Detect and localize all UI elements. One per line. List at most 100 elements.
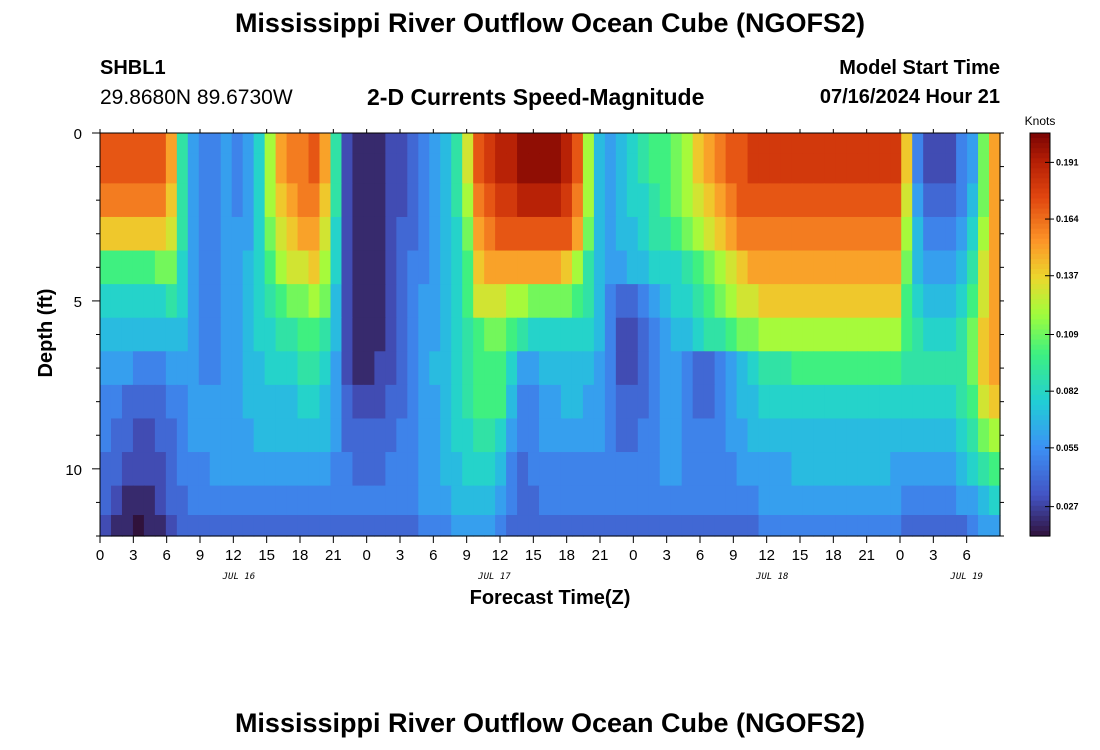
heatmap-cell: [319, 183, 332, 218]
heatmap-cell: [198, 317, 211, 352]
heatmap-cell: [912, 351, 924, 386]
heatmap-cell: [165, 351, 178, 386]
heatmap-cell: [769, 153, 782, 184]
heatmap-cell: [209, 384, 222, 420]
heatmap-cell: [747, 485, 760, 516]
heatmap-cell: [604, 384, 617, 420]
heatmap-cell: [539, 317, 551, 352]
heatmap-cell: [176, 284, 189, 319]
x-tick-label: 15: [792, 547, 809, 564]
heatmap-cell: [176, 183, 189, 218]
heatmap-cell: [451, 133, 463, 155]
heatmap-cell: [813, 515, 825, 537]
heatmap-cell: [637, 351, 650, 386]
heatmap-cell: [890, 317, 902, 352]
heatmap-cell: [923, 284, 935, 319]
heatmap-cell: [242, 284, 255, 319]
heatmap-cell: [275, 485, 288, 516]
heatmap-cell: [835, 153, 847, 184]
heatmap-cell: [857, 384, 869, 420]
heatmap-cell: [495, 485, 507, 516]
heatmap-cell: [857, 418, 869, 453]
x-tick-label: 6: [962, 547, 970, 564]
heatmap-cell: [407, 485, 419, 516]
heatmap-cell: [912, 250, 924, 285]
heatmap-cell: [890, 485, 902, 516]
heatmap-cell: [714, 515, 727, 537]
heatmap-cell: [934, 284, 946, 319]
heatmap-cell: [165, 284, 178, 319]
heatmap-cell: [176, 351, 189, 386]
heatmap-cell: [868, 485, 880, 516]
heatmap-cell: [736, 133, 749, 155]
heatmap-cell: [462, 485, 474, 516]
heatmap-cell: [846, 384, 858, 420]
heatmap-cell: [264, 452, 277, 487]
heatmap-cell: [539, 183, 551, 218]
heatmap-cell: [396, 183, 408, 218]
heatmap-cell: [209, 452, 222, 487]
heatmap-cell: [550, 452, 562, 487]
heatmap-cell: [176, 418, 189, 453]
heatmap-cell: [121, 250, 134, 285]
heatmap-cell: [363, 351, 375, 386]
heatmap-cell: [198, 452, 211, 487]
heatmap-cell: [923, 452, 935, 487]
heatmap-cell: [989, 133, 1001, 155]
heatmap-cell: [506, 250, 518, 285]
heatmap-cell: [220, 418, 233, 453]
heatmap-cell: [736, 418, 749, 453]
heatmap-cell: [440, 351, 452, 386]
heatmap-cell: [967, 216, 979, 252]
heatmap-cell: [780, 284, 793, 319]
heatmap-cell: [615, 351, 628, 386]
heatmap-cell: [582, 153, 595, 184]
heatmap-cell: [385, 183, 397, 218]
heatmap-cell: [890, 133, 902, 155]
heatmap-cell: [187, 418, 200, 453]
heatmap-cell: [846, 133, 858, 155]
heatmap-cell: [539, 133, 551, 155]
heatmap-cell: [418, 515, 430, 537]
heatmap-cell: [747, 250, 760, 285]
heatmap-cell: [550, 216, 562, 252]
heatmap-cell: [890, 384, 902, 420]
heatmap-cell: [890, 452, 902, 487]
heatmap-cell: [824, 153, 836, 184]
heatmap-cell: [209, 418, 222, 453]
heatmap-cell: [100, 384, 112, 420]
heatmap-cell: [297, 515, 310, 537]
heatmap-cell: [275, 317, 288, 352]
colorbar-segment: [1030, 465, 1050, 472]
heatmap-cell: [429, 183, 441, 218]
heatmap-cell: [286, 317, 299, 352]
heatmap-cell: [824, 452, 836, 487]
heatmap-cell: [341, 452, 354, 487]
heatmap-cell: [242, 418, 255, 453]
heatmap-cell: [539, 284, 551, 319]
heatmap-cell: [725, 452, 738, 487]
heatmap-cell: [352, 351, 365, 386]
heatmap-cell: [648, 133, 661, 155]
heatmap-cell: [714, 418, 727, 453]
heatmap-cell: [637, 515, 650, 537]
colorbar-tick-label: 0.164: [1056, 214, 1079, 224]
heatmap-cell: [758, 284, 771, 319]
heatmap-cell: [659, 133, 672, 155]
heatmap-cell: [253, 515, 266, 537]
heatmap-cell: [286, 183, 299, 218]
heatmap-cell: [121, 133, 134, 155]
heatmap-cell: [736, 317, 749, 352]
colorbar-segment: [1030, 243, 1050, 250]
heatmap-cell: [747, 384, 760, 420]
heatmap-cell: [593, 384, 606, 420]
heatmap-cell: [802, 133, 815, 155]
colorbar-segment: [1030, 193, 1050, 200]
heatmap-cell: [681, 133, 694, 155]
heatmap-cell: [528, 153, 540, 184]
colorbar-segment: [1030, 430, 1050, 436]
colorbar-segment: [1030, 319, 1050, 326]
heatmap-cell: [363, 317, 375, 352]
heatmap-cell: [363, 284, 375, 319]
